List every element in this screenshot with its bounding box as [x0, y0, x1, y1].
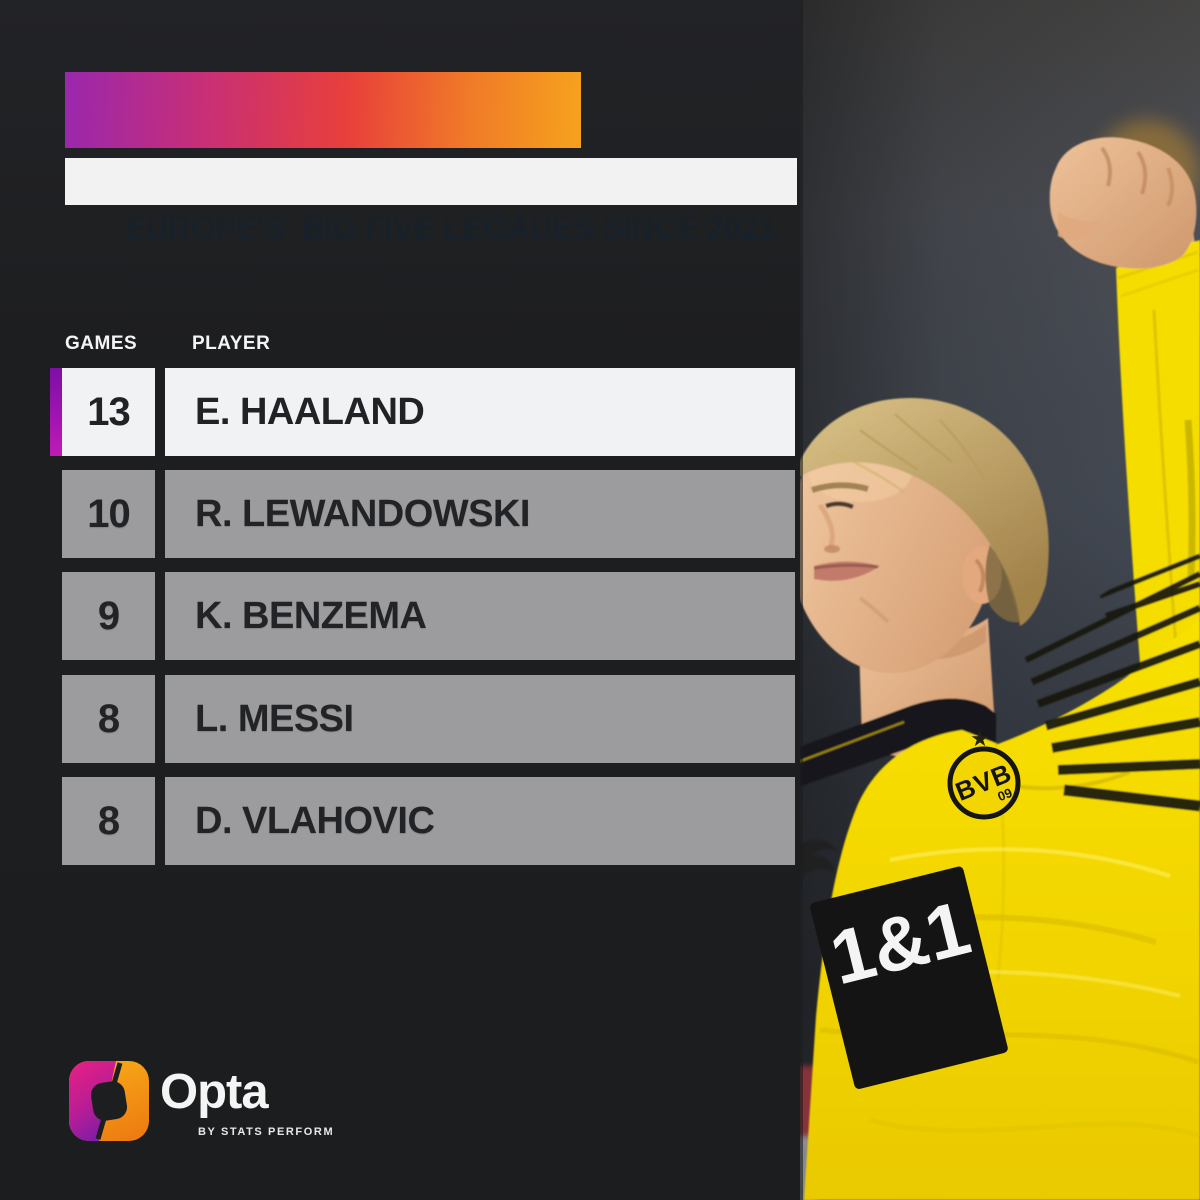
player-photo: ★ BVB 09 1&1 [800, 0, 1200, 1200]
brand-subtitle: BY STATS PERFORM [198, 1126, 335, 1138]
page-subtitle: EUROPE'S BIG FIVE LEGAUES SINCE 2021 [124, 210, 776, 246]
games-cell: 8 [62, 777, 155, 865]
player-cell: K. BENZEMA [165, 572, 795, 660]
table-row: 8 L. MESSI [50, 675, 795, 763]
table-column-headers: GAMES PLAYER [0, 333, 800, 357]
opta-brand-lockup: Opta BY STATS PERFORM [68, 1056, 488, 1156]
games-cell: 10 [62, 470, 155, 558]
table-row: 9 K. BENZEMA [50, 572, 795, 660]
player-cell: E. HAALAND [165, 368, 795, 456]
player-hair [800, 398, 1049, 626]
shirt-collar [800, 698, 996, 787]
pointing-hand [1049, 137, 1197, 269]
crest-star-icon: ★ [970, 726, 990, 751]
table-row: 13 E. HAALAND [50, 368, 795, 456]
player-cell: R. LEWANDOWSKI [165, 470, 795, 558]
stats-table: 13 E. HAALAND 10 R. LEWANDOWSKI 9 K. BEN… [50, 368, 795, 868]
player-cell: L. MESSI [165, 675, 795, 763]
brand-name: Opta [160, 1065, 269, 1119]
table-row: 8 D. VLAHOVIC [50, 777, 795, 865]
games-cell: 9 [62, 572, 155, 660]
column-header-player: PLAYER [192, 333, 271, 354]
bvb-crest: ★ BVB 09 [947, 726, 1021, 820]
column-header-games: GAMES [65, 333, 138, 354]
table-row: 10 R. LEWANDOWSKI [50, 470, 795, 558]
player-cell: D. VLAHOVIC [165, 777, 795, 865]
opta-logo-icon [68, 1058, 150, 1149]
games-cell: 13 [62, 368, 155, 456]
subtitle-banner: EUROPE'S BIG FIVE LEGAUES SINCE 2021 [65, 158, 798, 246]
shirt-sponsor-patch: 1&1 [810, 866, 1008, 1089]
games-cell: 8 [62, 675, 155, 763]
shoulder-stripes [1024, 553, 1200, 812]
title-banner: 2+ GOALS SCORED [65, 72, 581, 211]
puma-logo [800, 840, 838, 878]
raised-arm-sleeve [1116, 240, 1200, 716]
highlight-accent-bar [50, 368, 62, 456]
crest-number: 09 [995, 785, 1014, 804]
